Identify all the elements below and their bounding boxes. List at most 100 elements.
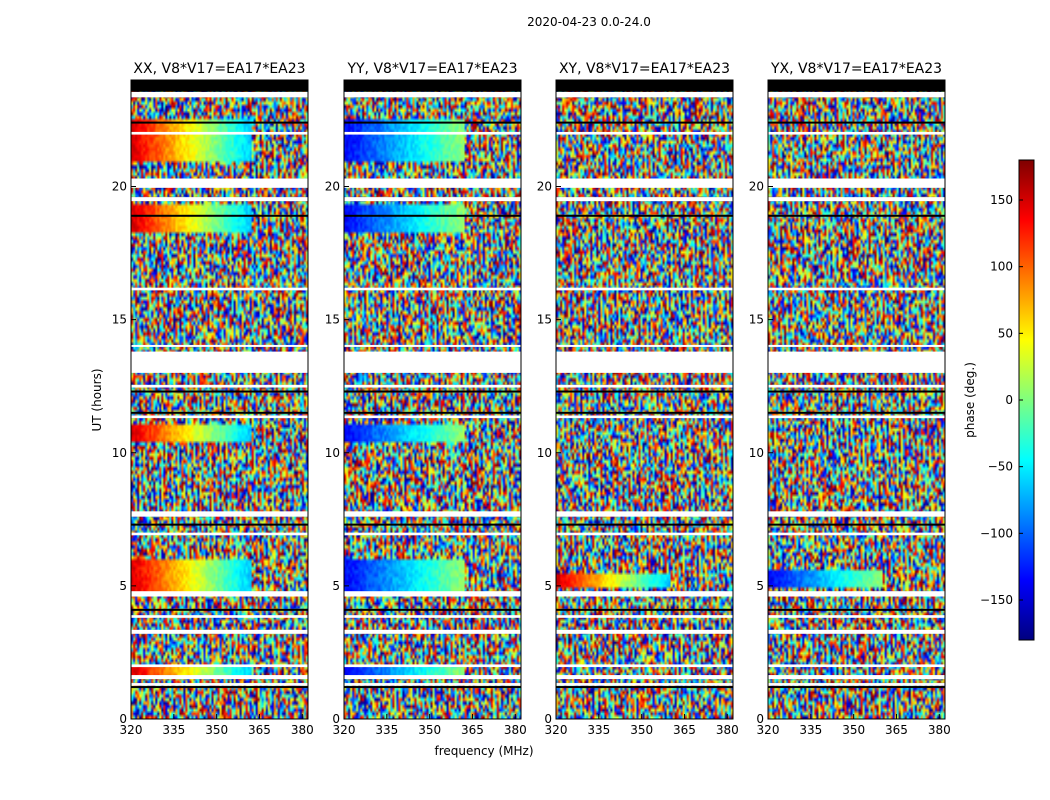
x-tick-label: 335 (799, 723, 822, 737)
panel-title: YX, V8*V17=EA17*EA23 (770, 61, 942, 77)
flag-line (768, 523, 945, 526)
y-tick-label: 20 (537, 180, 552, 194)
flagged-gap (768, 384, 945, 388)
y-tick-label: 20 (749, 180, 764, 194)
flagged-gap (131, 344, 308, 347)
flagged-gap (131, 287, 308, 291)
flagged-gap (768, 683, 945, 686)
x-tick-label: 335 (375, 723, 398, 737)
flagged-gap (556, 344, 733, 347)
flagged-gap (344, 131, 521, 135)
colorbar-tick-label: 150 (990, 193, 1013, 207)
flag-line (131, 390, 308, 393)
flagged-gap (556, 664, 733, 668)
x-tick-label: 365 (885, 723, 908, 737)
flagged-gap (768, 629, 945, 634)
colorbar-tick-label: 100 (990, 260, 1013, 274)
axes-frame (343, 79, 522, 720)
flag-line (131, 89, 308, 92)
flag-line (768, 121, 945, 124)
flagged-gap (131, 683, 308, 686)
flag-line (556, 411, 733, 414)
flagged-gap (344, 683, 521, 686)
flagged-gap (131, 591, 308, 597)
y-tick-label: 10 (112, 446, 127, 460)
y-axis-label: UT (hours) (90, 368, 104, 431)
panel-title: XY, V8*V17=EA17*EA23 (559, 61, 730, 77)
flagged-gap (131, 511, 308, 517)
x-tick-label: 320 (757, 723, 780, 737)
panel-title: XX, V8*V17=EA17*EA23 (133, 61, 305, 77)
flag-line (344, 411, 521, 414)
flagged-gap (556, 178, 733, 188)
flagged-gap (768, 287, 945, 291)
colorbar-tick-label: −100 (980, 526, 1013, 540)
flag-line (556, 121, 733, 124)
x-tick-label: 380 (928, 723, 951, 737)
flagged-gap (556, 629, 733, 634)
y-tick-label: 15 (112, 313, 127, 327)
y-tick-label: 0 (119, 712, 127, 726)
flagged-gap (768, 615, 945, 618)
flag-line (344, 214, 521, 217)
axes-frame (130, 79, 309, 720)
flag-line (768, 686, 945, 689)
flag-line (131, 608, 308, 611)
phase-raster (131, 80, 308, 719)
y-tick-label: 5 (544, 579, 552, 593)
y-tick-label: 15 (749, 313, 764, 327)
flagged-gap (131, 675, 308, 680)
flagged-gap (344, 351, 521, 373)
x-tick-label: 320 (120, 723, 143, 737)
flagged-gap (768, 351, 945, 373)
flag-line (131, 411, 308, 414)
panel-4: YX, V8*V17=EA17*EA23 320 335 350 365 380 0 5 10 1… (749, 61, 951, 737)
top-flag-band (556, 80, 733, 90)
y-tick-label: 15 (325, 313, 340, 327)
colorbar-tick-label: 50 (998, 326, 1013, 340)
y-tick-label: 0 (756, 712, 764, 726)
flagged-gap (768, 131, 945, 135)
flagged-gap (768, 664, 945, 668)
axes-frame (555, 79, 734, 720)
flag-line (556, 390, 733, 393)
flagged-gap (556, 91, 733, 98)
flag-line (556, 214, 733, 217)
flagged-gap (344, 91, 521, 98)
top-flag-band (131, 80, 308, 90)
flagged-gap (344, 675, 521, 680)
flagged-gap (131, 91, 308, 98)
y-tick-label: 0 (332, 712, 340, 726)
flagged-gap (344, 664, 521, 668)
flag-line (768, 214, 945, 217)
flagged-gap (344, 615, 521, 618)
x-tick-label: 350 (842, 723, 865, 737)
flag-line (344, 89, 521, 92)
flagged-gap (344, 287, 521, 291)
flagged-gap (768, 675, 945, 680)
flagged-gap (556, 683, 733, 686)
colorbar-tick-label: −50 (988, 460, 1013, 474)
flagged-gap (131, 664, 308, 668)
flag-line (556, 686, 733, 689)
flagged-gap (344, 415, 521, 419)
flagged-gap (768, 197, 945, 202)
y-tick-label: 10 (325, 446, 340, 460)
x-tick-label: 380 (504, 723, 527, 737)
panel-2: YY, V8*V17=EA17*EA23 320 335 350 365 380 0 5 10 1… (325, 61, 527, 737)
x-tick-label: 350 (630, 723, 653, 737)
x-tick-label: 320 (545, 723, 568, 737)
y-tick-label: 10 (749, 446, 764, 460)
flagged-gap (556, 415, 733, 419)
flag-line (344, 390, 521, 393)
flagged-gap (556, 351, 733, 373)
flagged-gap (556, 591, 733, 597)
flagged-gap (131, 197, 308, 202)
x-tick-label: 365 (461, 723, 484, 737)
flagged-gap (556, 131, 733, 135)
x-tick-label: 320 (333, 723, 356, 737)
y-tick-label: 0 (544, 712, 552, 726)
flagged-gap (131, 351, 308, 373)
flagged-gap (556, 615, 733, 618)
panels: XX, V8*V17=EA17*EA23 320 335 350 365 380 0 5 10 1… (112, 61, 951, 737)
